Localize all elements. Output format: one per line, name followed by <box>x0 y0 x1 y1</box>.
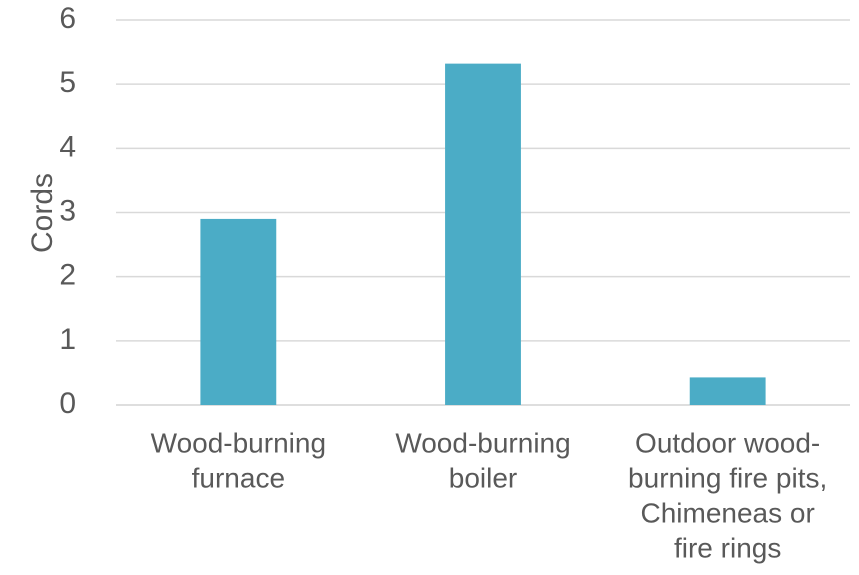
y-tick-label: 0 <box>59 387 76 420</box>
bar <box>200 218 277 405</box>
x-tick-label: Outdoor wood- <box>635 427 820 458</box>
bars <box>200 63 766 406</box>
y-tick-label: 5 <box>59 66 76 99</box>
x-tick-label: furnace <box>192 462 285 493</box>
y-tick-label: 4 <box>59 130 76 163</box>
x-tick-label: boiler <box>449 462 517 493</box>
x-tick-label: Wood-burning <box>395 427 570 458</box>
y-tick-label: 1 <box>59 323 76 356</box>
y-axis-ticks: 0 1 2 3 4 5 6 <box>59 2 76 420</box>
bar <box>689 377 766 405</box>
x-tick-label: Chimeneas or <box>641 497 815 528</box>
y-tick-label: 2 <box>59 259 76 292</box>
x-tick-label: fire rings <box>674 532 781 563</box>
x-axis-ticks: Wood-burning furnace Wood-burning boiler Out… <box>151 427 828 563</box>
x-tick-label: Wood-burning <box>151 427 326 458</box>
x-tick-label: burning fire pits, <box>628 462 827 493</box>
y-axis-label: Cords <box>26 173 59 253</box>
bar <box>445 63 521 406</box>
y-tick-label: 3 <box>59 194 76 227</box>
y-tick-label: 6 <box>59 2 76 35</box>
